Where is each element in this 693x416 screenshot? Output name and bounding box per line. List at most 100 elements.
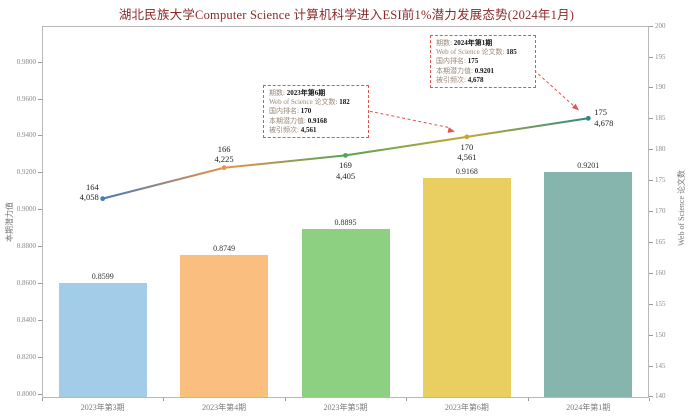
right-axis-tick: 165 [655,237,666,246]
left-axis-tick: 0.8000 [16,389,36,398]
right-axis-tick: 190 [655,83,666,92]
bar-2023年第3期 [58,283,147,398]
x-axis-label: 2023年第5期 [323,403,368,412]
line-point [343,152,348,158]
chart-title: 湖北民族大学Computer Science 计算机科学进入ESI前1%潜力发展… [118,8,575,22]
annotation-line: 国内排名: 175 [436,57,479,66]
left-axis-tick: 0.9000 [16,205,36,214]
annotation-line: 本期潜力值: 0.9168 [269,116,327,125]
right-axis-tickmark [649,272,653,274]
line-point [464,134,470,140]
trend-line-segment [466,117,589,138]
annotation-arrowhead-icon [571,103,579,111]
annotation-line: 本期潜力值: 0.9201 [436,66,494,75]
bar-value-label: 0.8599 [91,272,114,282]
right-axis-tickmark [649,87,653,89]
right-axis-tickmark [649,396,653,398]
x-axis-tickmark [42,398,43,401]
x-axis-tickmark [649,398,650,401]
left-axis-tick: 0.8200 [16,352,36,361]
right-axis-tickmark [649,211,653,212]
x-axis-label: 2024年第1期 [566,403,611,412]
right-axis-tickmark [649,149,653,151]
left-axis-tickmark [38,172,42,174]
annotation-arrowhead-icon [447,127,455,133]
line-point-label: 170 4,561 [457,141,477,163]
right-axis-tickmark [649,334,653,336]
left-axis-tickmark [38,135,42,137]
left-axis-tick: 0.8800 [16,242,36,251]
left-axis-tickmark [38,393,42,395]
annotation-line: Web of Science 论文数: 182 [269,98,350,107]
bottom-axis-spine [42,397,649,398]
left-axis-tick: 0.8400 [16,315,36,324]
right-axis-tick: 185 [655,114,666,123]
left-axis-tick: 0.9400 [16,131,36,140]
bar-2023年第5期 [301,228,390,398]
annotation-box-2023-6: 期数: 2023年第6期 Web of Science 论文数: 182 国内排名:… [263,85,369,139]
right-axis-tick: 140 [655,392,666,401]
x-axis-label: 2023年第4期 [202,403,247,412]
x-axis-tickmark [284,398,286,401]
line-point-label: 166 4,225 [214,143,234,165]
right-axis-tick: 200 [655,21,666,30]
annotation-line: 期数: 2023年第6期 [269,89,326,97]
left-axis-tickmark [38,61,42,63]
left-axis-tickmark [38,98,42,100]
right-axis-tickmark [649,303,653,305]
left-axis-tick: 0.8600 [16,278,36,287]
right-axis-tick: 195 [655,52,666,61]
top-axis-spine [42,26,649,27]
annotation-line: 国内排名: 170 [269,107,312,116]
right-axis-tickmark [649,25,653,27]
left-axis-tick: 0.9200 [16,168,36,177]
x-axis-label: 2023年第6期 [444,403,489,412]
bar-2024年第1期 [544,172,633,398]
line-point-label: 175 4,678 [594,107,614,128]
x-axis-tickmark [527,398,529,401]
bar-value-label: 0.8749 [213,244,236,254]
annotation-leader-line [358,108,452,129]
right-axis-tick: 175 [655,176,666,185]
x-axis-tickmark [406,398,408,401]
line-point [221,165,227,171]
left-axis-tick: 0.9600 [16,94,36,103]
right-axis-tickmark [649,365,653,367]
annotation-line: Web of Science 论文数: 185 [436,48,517,57]
left-axis-tickmark [38,209,42,211]
line-point [585,115,591,121]
left-axis-tick: 0.9800 [16,57,36,66]
right-axis-tick: 170 [655,207,666,215]
line-point-label: 169 4,405 [335,160,356,181]
bar-2023年第6期 [422,178,511,398]
annotation-line: 被引频次: 4,561 [269,125,317,134]
annotation-box-2024-1: 期数: 2024年第1期 Web of Science 论文数: 185 国内排名:… [430,35,536,89]
right-axis-spine [648,26,649,398]
annotation-line: 被引频次: 4,678 [436,75,484,84]
left-axis-tickmark [38,319,42,321]
left-axis-tickmark [38,246,42,248]
line-point [100,196,106,202]
right-axis-tick: 150 [655,330,666,339]
line-point-label: 164 4,058 [79,181,99,203]
left-axis-tickmark [38,356,42,358]
right-axis-tick: 180 [655,145,666,154]
x-axis-tickmark [163,398,165,401]
right-axis-tickmark [649,241,653,243]
right-axis-tick: 145 [655,361,666,370]
right-axis-tickmark [649,180,653,182]
annotation-line: 期数: 2024年第1期 [436,39,493,47]
right-axis-title: Web of Science 论文数 [677,170,686,246]
x-axis-label: 2023年第3期 [80,403,125,412]
bar-value-label: 0.9168 [455,167,478,177]
right-axis-tickmark [649,118,653,120]
left-axis-tickmark [38,282,42,284]
bar-value-label: 0.8895 [334,217,357,227]
right-axis-tick: 155 [655,299,666,308]
trend-line-segment [102,166,225,200]
bar-value-label: 0.9201 [577,161,600,171]
right-axis-tickmark [649,56,653,58]
left-axis-spine [42,26,43,398]
bar-2023年第4期 [180,255,269,398]
